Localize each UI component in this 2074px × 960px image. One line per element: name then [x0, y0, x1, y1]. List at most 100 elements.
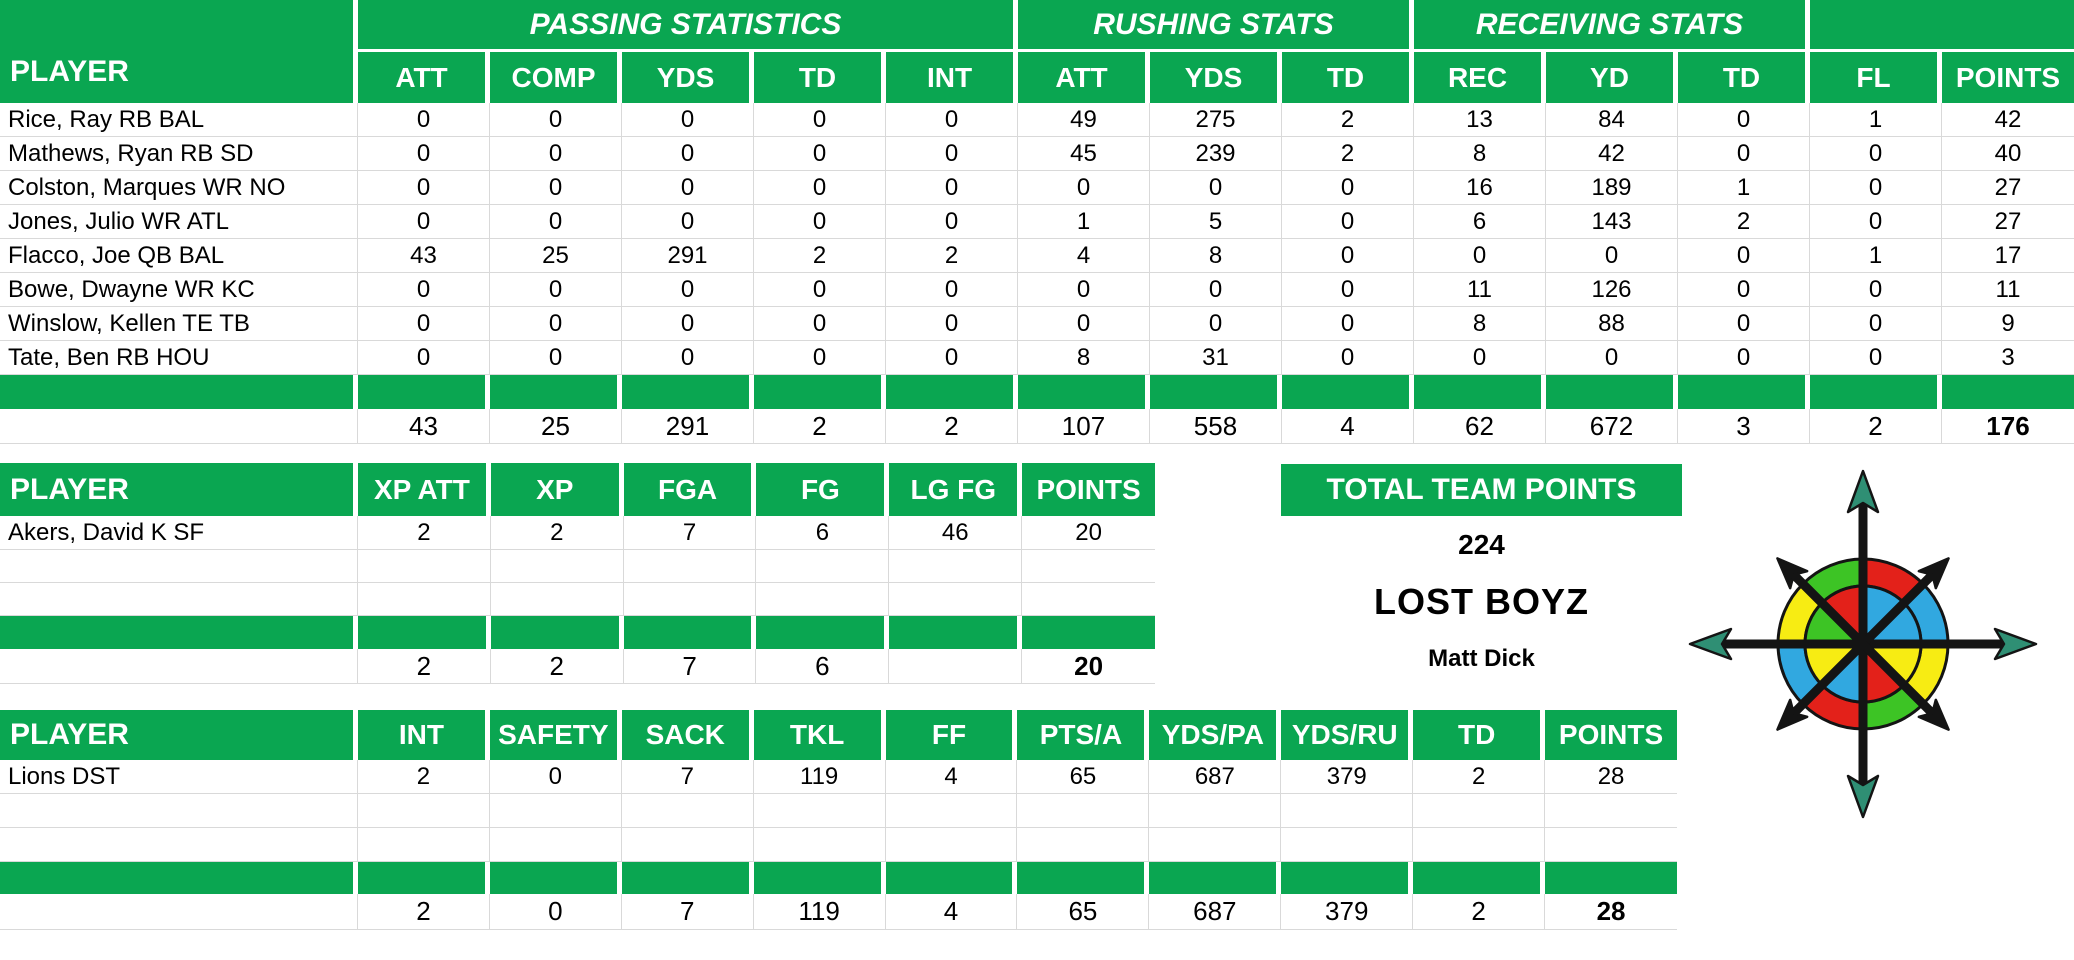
empty-cell — [623, 550, 757, 583]
stat-cell: 84 — [1546, 103, 1678, 137]
stat-cell: 0 — [1678, 239, 1810, 273]
stat-cell: 1 — [1810, 103, 1942, 137]
stat-cell: 1 — [1810, 239, 1942, 273]
column-header: YDS/PA — [1149, 710, 1277, 760]
empty-cell — [756, 550, 890, 583]
stat-cell: 8 — [1018, 341, 1150, 375]
stat-cell: 0 — [1282, 171, 1414, 205]
empty-cell — [0, 583, 358, 616]
separator-cell — [621, 862, 749, 894]
stat-cell: 2 — [1282, 137, 1414, 171]
separator-cell — [489, 862, 617, 894]
empty-cell — [1281, 794, 1414, 828]
separator-cell — [1810, 375, 1937, 409]
player-name-cell: Bowe, Dwayne WR KC — [0, 273, 358, 307]
empty-cell — [358, 794, 490, 828]
totals-cell: 0 — [489, 894, 622, 930]
empty-cell — [1017, 794, 1150, 828]
stat-cell: 0 — [622, 307, 754, 341]
stat-cell: 88 — [1546, 307, 1678, 341]
team-name: LOST BOYZ — [1374, 581, 1589, 622]
stat-cell: 4 — [1018, 239, 1150, 273]
stat-cell: 0 — [622, 341, 754, 375]
separator-cell — [1017, 862, 1145, 894]
totals-cell: 291 — [622, 409, 754, 444]
separator-cell — [1150, 375, 1277, 409]
stat-cell: 7 — [621, 760, 754, 794]
stat-cell: 0 — [1810, 341, 1942, 375]
column-header: TD — [1678, 52, 1805, 103]
stat-cell: 0 — [358, 273, 490, 307]
separator-cell — [1281, 862, 1409, 894]
offense-stats-table: PLAYER PASSING STATISTICS RUSHING STATS REC… — [0, 0, 2074, 444]
column-header: COMP — [490, 52, 617, 103]
column-header: XP ATT — [358, 463, 486, 516]
column-header: FL — [1810, 52, 1937, 103]
stat-cell: 0 — [622, 205, 754, 239]
stat-cell: 0 — [754, 307, 886, 341]
stat-cell: 4 — [885, 760, 1018, 794]
stat-group-header: PASSING STATISTICS — [358, 0, 1013, 49]
stat-cell: 49 — [1018, 103, 1150, 137]
column-header: TD — [754, 52, 881, 103]
stat-cell: 20 — [1022, 516, 1155, 550]
column-header: YDS — [622, 52, 749, 103]
stat-cell: 0 — [490, 341, 622, 375]
empty-cell — [885, 828, 1018, 862]
stat-cell: 27 — [1942, 171, 2074, 205]
stat-cell: 27 — [1942, 205, 2074, 239]
empty-cell — [1149, 828, 1282, 862]
stat-cell: 0 — [754, 341, 886, 375]
column-header: TKL — [753, 710, 881, 760]
stat-cell: 0 — [358, 341, 490, 375]
stat-cell: 0 — [1546, 341, 1678, 375]
stat-cell: 0 — [886, 273, 1018, 307]
kicker-stats-table: PLAYER XP ATT XP FGA FG LG FG POINTS Akers, Dav… — [0, 463, 1155, 684]
column-header: FGA — [623, 463, 752, 516]
totals-cell: 25 — [490, 409, 622, 444]
player-name-cell: Akers, David K SF — [0, 516, 358, 550]
team-owner-name: Matt Dick — [1428, 645, 1535, 672]
stat-cell: 46 — [889, 516, 1023, 550]
empty-cell — [489, 828, 622, 862]
separator-cell — [886, 375, 1013, 409]
separator-cell — [756, 616, 885, 649]
column-header: YDS/RU — [1281, 710, 1409, 760]
stat-cell: 0 — [754, 171, 886, 205]
stat-cell: 40 — [1942, 137, 2074, 171]
stat-cell: 1 — [1018, 205, 1150, 239]
empty-cell — [489, 794, 622, 828]
stat-cell: 0 — [1282, 239, 1414, 273]
stat-cell: 126 — [1546, 273, 1678, 307]
stat-cell: 0 — [622, 273, 754, 307]
empty-cell — [0, 828, 358, 862]
separator-cell — [1942, 375, 2074, 409]
column-header: INT — [886, 52, 1013, 103]
stat-cell: 0 — [1810, 205, 1942, 239]
separator-cell — [358, 616, 486, 649]
totals-player-cell — [0, 649, 358, 684]
empty-cell — [0, 550, 358, 583]
stat-group-header-blank — [1810, 0, 2074, 49]
stat-cell: 28 — [1545, 760, 1677, 794]
totals-player-cell — [0, 409, 358, 444]
separator-cell — [1545, 862, 1677, 894]
stat-cell: 3 — [1942, 341, 2074, 375]
stat-cell: 0 — [1282, 341, 1414, 375]
totals-cell: 107 — [1018, 409, 1150, 444]
stat-cell: 42 — [1942, 103, 2074, 137]
stat-cell: 0 — [358, 205, 490, 239]
totals-cell: 7 — [623, 649, 757, 684]
stat-cell: 8 — [1150, 239, 1282, 273]
empty-cell — [889, 583, 1023, 616]
totals-cell: 2 — [358, 894, 490, 930]
column-header: POINTS — [1942, 52, 2074, 103]
stat-cell: 2 — [1678, 205, 1810, 239]
stat-cell: 0 — [1810, 273, 1942, 307]
stat-group-header: RUSHING STATS — [1018, 0, 1409, 49]
column-header: LG FG — [889, 463, 1018, 516]
separator-cell — [1282, 375, 1409, 409]
column-header: SAFETY — [489, 710, 617, 760]
stat-cell: 0 — [1678, 103, 1810, 137]
stat-cell: 0 — [489, 760, 622, 794]
